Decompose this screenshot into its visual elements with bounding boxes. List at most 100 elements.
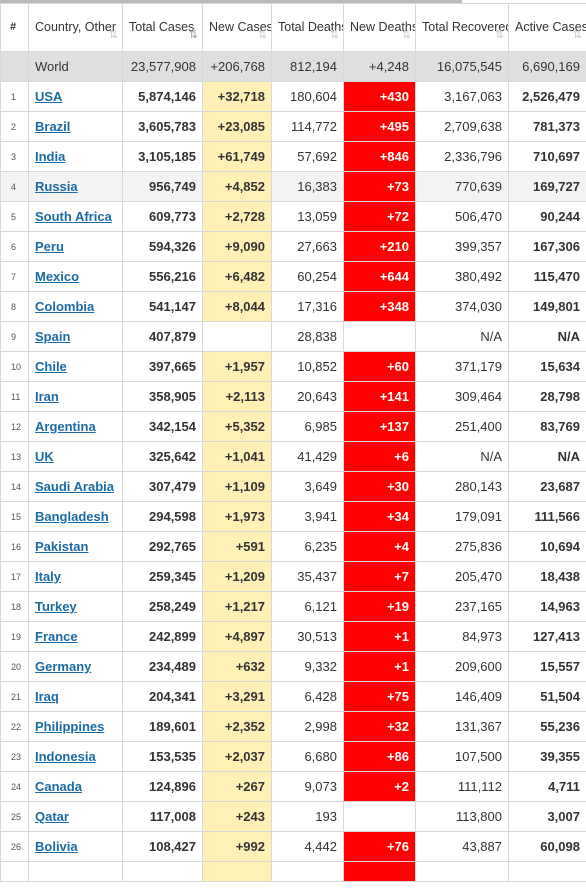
country-link[interactable]: Pakistan bbox=[35, 539, 89, 554]
total-deaths-cell: 27,663 bbox=[271, 231, 344, 262]
country-link[interactable]: Turkey bbox=[35, 599, 77, 614]
country-link[interactable]: Spain bbox=[35, 329, 71, 344]
new-cases-cell: +32,718 bbox=[202, 81, 272, 112]
table-row: 24 Canada 124,896 +267 9,073 +2 111,112 4,711 bbox=[0, 771, 586, 802]
active-cases-cell: 83,769 bbox=[508, 411, 586, 442]
new-cases-cell: +4,897 bbox=[202, 621, 272, 652]
world-total-cases: 23,577,908 bbox=[122, 51, 203, 82]
country-link[interactable]: Germany bbox=[35, 659, 92, 674]
row-rank: 9 bbox=[0, 321, 29, 352]
new-deaths-cell bbox=[343, 321, 416, 352]
covid-stats-table: # Country, Other ⇅ Total Cases ⇅ New Cases… bbox=[0, 3, 586, 882]
total-recovered-cell: 179,091 bbox=[415, 501, 509, 532]
col-header-new-cases[interactable]: New Cases ⇅ bbox=[202, 3, 272, 52]
new-cases-cell: +1,973 bbox=[202, 501, 272, 532]
country-link[interactable]: Saudi Arabia bbox=[35, 479, 114, 494]
new-cases-cell: +1,217 bbox=[202, 591, 272, 622]
row-rank: 24 bbox=[0, 771, 29, 802]
country-link[interactable]: Brazil bbox=[35, 119, 71, 134]
col-header-new-deaths[interactable]: New Deaths ⇅ bbox=[343, 3, 416, 52]
country-link[interactable]: Argentina bbox=[35, 419, 96, 434]
country-link[interactable]: USA bbox=[35, 89, 63, 104]
total-recovered-cell: 374,030 bbox=[415, 291, 509, 322]
country-link[interactable]: Iraq bbox=[35, 689, 59, 704]
country-link[interactable]: Chile bbox=[35, 359, 67, 374]
total-recovered-cell: N/A bbox=[415, 321, 509, 352]
active-cases-cell: 127,413 bbox=[508, 621, 586, 652]
country-link[interactable]: France bbox=[35, 629, 78, 644]
total-recovered-cell: 251,400 bbox=[415, 411, 509, 442]
active-cases-cell: 781,373 bbox=[508, 111, 586, 142]
total-cases-cell: 294,598 bbox=[122, 501, 203, 532]
col-header-active-cases[interactable]: Active Cases ⇅ bbox=[508, 3, 586, 52]
country-link[interactable]: Indonesia bbox=[35, 749, 96, 764]
country-link[interactable]: Mexico bbox=[35, 269, 80, 284]
sort-icon[interactable]: ⇅ bbox=[494, 29, 504, 41]
col-header-total-recovered[interactable]: Total Recovered ⇅ bbox=[415, 3, 509, 52]
country-link[interactable]: Philippines bbox=[35, 719, 105, 734]
sort-icon[interactable]: ⇅ bbox=[257, 29, 267, 41]
total-deaths-cell: 30,513 bbox=[271, 621, 344, 652]
country-link[interactable]: UK bbox=[35, 449, 54, 464]
total-recovered-cell: 205,470 bbox=[415, 561, 509, 592]
active-cases-cell: N/A bbox=[508, 441, 586, 472]
sort-icon[interactable]: ⇅ bbox=[329, 29, 339, 41]
country-link[interactable]: Italy bbox=[35, 569, 62, 584]
total-cases-cell: 325,642 bbox=[122, 441, 203, 472]
active-cases-cell: 111,566 bbox=[508, 501, 586, 532]
country-link[interactable]: Iran bbox=[35, 389, 59, 404]
new-cases-cell: +5,352 bbox=[202, 411, 272, 442]
total-recovered-cell: 2,709,638 bbox=[415, 111, 509, 142]
row-rank: 12 bbox=[0, 411, 29, 442]
country-link[interactable]: Bangladesh bbox=[35, 509, 109, 524]
col-header-rank[interactable]: # bbox=[0, 3, 29, 52]
sort-icon[interactable]: ⇅ bbox=[401, 29, 411, 41]
sort-icon[interactable]: ⇅ bbox=[108, 29, 118, 41]
world-active-cases: 6,690,169 bbox=[508, 51, 586, 82]
active-cases-cell: 14,963 bbox=[508, 591, 586, 622]
row-rank: 6 bbox=[0, 231, 29, 262]
sort-icon[interactable]: ⇅ bbox=[572, 29, 582, 41]
new-deaths-cell: +4 bbox=[343, 531, 416, 562]
country-link[interactable]: Colombia bbox=[35, 299, 95, 314]
new-deaths-cell bbox=[343, 861, 416, 882]
col-header-total-deaths[interactable]: Total Deaths ⇅ bbox=[271, 3, 344, 52]
col-header-country[interactable]: Country, Other ⇅ bbox=[28, 3, 123, 52]
total-recovered-cell bbox=[415, 861, 509, 882]
total-recovered-cell: 131,367 bbox=[415, 711, 509, 742]
country-link[interactable]: India bbox=[35, 149, 66, 164]
total-recovered-cell: 209,600 bbox=[415, 651, 509, 682]
country-link[interactable]: Canada bbox=[35, 779, 82, 794]
new-cases-cell: +2,113 bbox=[202, 381, 272, 412]
total-deaths-cell: 114,772 bbox=[271, 111, 344, 142]
table-row: 21 Iraq 204,341 +3,291 6,428 +75 146,409 51,504 bbox=[0, 681, 586, 712]
sort-desc-icon[interactable]: ⇅ bbox=[188, 29, 198, 41]
row-rank: 18 bbox=[0, 591, 29, 622]
country-link[interactable]: Peru bbox=[35, 239, 64, 254]
total-cases-cell: 342,154 bbox=[122, 411, 203, 442]
total-deaths-cell: 3,649 bbox=[271, 471, 344, 502]
new-cases-cell: +4,852 bbox=[202, 171, 272, 202]
total-cases-cell: 407,879 bbox=[122, 321, 203, 352]
total-cases-cell: 3,605,783 bbox=[122, 111, 203, 142]
table-row: 15 Bangladesh 294,598 +1,973 3,941 +34 179,091… bbox=[0, 501, 586, 532]
table-row: 17 Italy 259,345 +1,209 35,437 +7 205,470 18,43… bbox=[0, 561, 586, 592]
active-cases-cell: N/A bbox=[508, 321, 586, 352]
table-row: 2 Brazil 3,605,783 +23,085 114,772 +495 2,709,… bbox=[0, 111, 586, 142]
country-link[interactable]: Qatar bbox=[35, 809, 69, 824]
table-row: 5 South Africa 609,773 +2,728 13,059 +72 506,4… bbox=[0, 201, 586, 232]
table-row: 12 Argentina 342,154 +5,352 6,985 +137 251,400… bbox=[0, 411, 586, 442]
table-row: 13 UK 325,642 +1,041 41,429 +6 N/A N/A bbox=[0, 441, 586, 472]
new-cases-cell: +1,109 bbox=[202, 471, 272, 502]
total-deaths-cell: 180,604 bbox=[271, 81, 344, 112]
total-deaths-cell: 9,073 bbox=[271, 771, 344, 802]
new-cases-cell: +632 bbox=[202, 651, 272, 682]
country-link[interactable]: Bolivia bbox=[35, 839, 78, 854]
total-cases-cell: 397,665 bbox=[122, 351, 203, 382]
country-link[interactable]: Russia bbox=[35, 179, 78, 194]
new-deaths-cell: +430 bbox=[343, 81, 416, 112]
new-cases-cell: +591 bbox=[202, 531, 272, 562]
col-header-total-cases[interactable]: Total Cases ⇅ bbox=[122, 3, 203, 52]
country-link[interactable]: South Africa bbox=[35, 209, 112, 224]
total-cases-cell: 358,905 bbox=[122, 381, 203, 412]
